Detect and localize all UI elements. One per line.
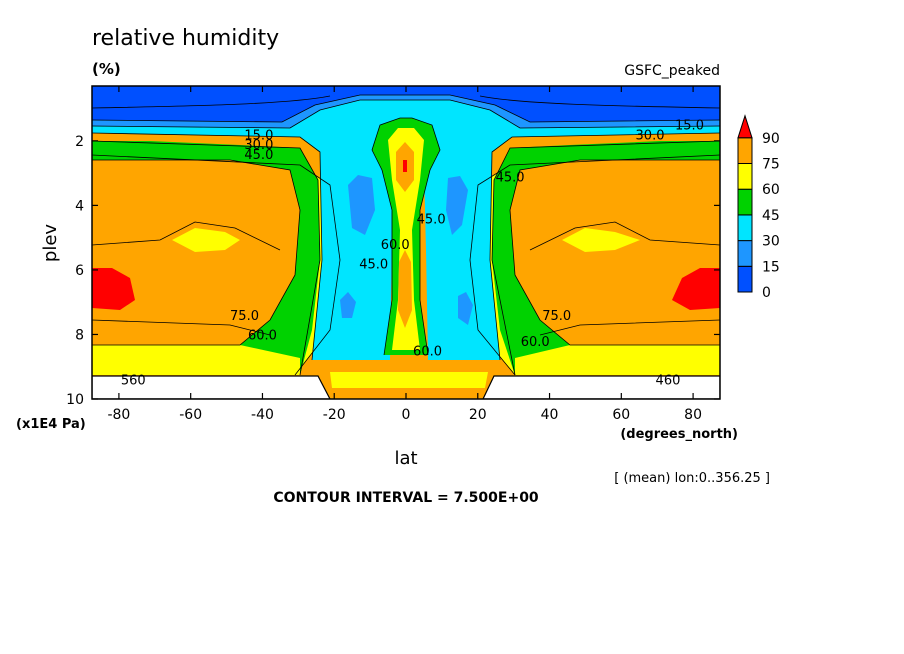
y-axis-units: (x1E4 Pa): [16, 417, 86, 432]
band-yellow-bottom-core: [330, 372, 488, 388]
contour-field: [92, 86, 720, 399]
colorbar-overflow-triangle: [737, 114, 753, 139]
x-tick-label: 0: [402, 407, 411, 423]
x-tick-label: 60: [612, 407, 630, 423]
colorbar-swatch: [737, 240, 753, 267]
colorbar-tick-label: 15: [762, 259, 780, 275]
band-red-center: [403, 160, 407, 172]
contour-label: 460: [656, 374, 681, 389]
y-tick-label: 2: [75, 134, 84, 150]
yellow-lobe-north: [562, 228, 640, 252]
colorbar-swatch: [737, 214, 753, 242]
colorbar-swatch: [737, 188, 753, 216]
band-yellow-bottom-north: [515, 345, 720, 375]
contour-label: 15.0: [244, 128, 273, 143]
y-tick-label: 4: [75, 198, 84, 214]
x-axis-label: lat: [394, 448, 417, 469]
colorbar-tick-label: 90: [762, 131, 780, 147]
band-yellow-center: [388, 128, 424, 350]
contour-label: 75.0: [542, 309, 571, 324]
contour-label: 30.0: [636, 128, 665, 143]
contour-label: 75.0: [230, 309, 259, 324]
band-orange-center-lower: [398, 250, 412, 328]
contour-label: 45.0: [359, 257, 388, 272]
colorbar-tick-label: 45: [762, 208, 780, 224]
red-blob-south: [92, 268, 135, 310]
x-tick-label: 20: [469, 407, 487, 423]
contour-label: 60.0: [521, 335, 550, 350]
x-tick-label: -80: [107, 407, 130, 423]
colorbar-tick-label: 30: [762, 234, 780, 250]
x-tick-label: -40: [251, 407, 274, 423]
lightblue-island-ne-lower: [458, 292, 473, 325]
contour-label: 560: [121, 374, 146, 389]
colorbar-tick-label: 0: [762, 285, 771, 301]
colorbar-swatch: [737, 137, 753, 165]
x-tick-label: -20: [323, 407, 346, 423]
terrain-mask: [92, 375, 720, 399]
x-axis-units: (degrees_north): [620, 427, 738, 442]
y-tick-label: 10: [66, 392, 84, 408]
contour-lines: [92, 94, 720, 376]
contour-interval-label: CONTOUR INTERVAL = 7.500E+00: [273, 490, 539, 506]
lightblue-island-sw-upper: [348, 175, 375, 235]
contour-label: 60.0: [413, 345, 442, 360]
chart-units: (%): [92, 60, 121, 78]
lightblue-island-ne-upper: [446, 176, 468, 235]
band-yellow-bottom: [92, 345, 300, 375]
band-orange-north: [510, 160, 720, 345]
lightblue-island-sw-lower: [340, 292, 356, 318]
colorbar-tick-label: 60: [762, 182, 780, 198]
contour-label: 15.0: [675, 119, 704, 134]
colorbar-tick-label: 75: [762, 157, 780, 173]
contour-label: 60.0: [381, 238, 410, 253]
x-tick-label: -60: [179, 407, 202, 423]
red-blob-north: [672, 268, 720, 310]
dataset-label: GSFC_peaked: [624, 63, 720, 79]
contour-label: 30.0: [244, 138, 273, 153]
x-axis-ticks: -80 -60 -40 -20 0 20 40 60 80: [107, 86, 702, 423]
colorbar-swatch: [737, 163, 753, 190]
contour-labels: 15.030.045.030.015.045.045.045.060.075.0…: [121, 119, 704, 389]
mean-longitude-note: [ (mean) lon:0..356.25 ]: [614, 471, 770, 486]
y-tick-label: 8: [75, 327, 84, 343]
chart-title: relative humidity: [92, 26, 279, 51]
contour-label: 45.0: [417, 212, 446, 227]
band-blue: [92, 86, 720, 122]
colorbar-swatch: [737, 265, 753, 293]
colorbar: 0 15 30 45 60 75 90: [737, 114, 780, 301]
band-orange-south: [92, 160, 300, 345]
contour-label: 45.0: [244, 148, 273, 163]
yellow-lobe-south: [172, 228, 240, 252]
x-tick-label: 40: [541, 407, 559, 423]
contour-label: 45.0: [496, 170, 525, 185]
x-tick-label: 80: [684, 407, 702, 423]
y-axis-ticks: 2 4 6 8 10: [66, 134, 720, 408]
y-axis-label: plev: [40, 224, 61, 263]
y-tick-label: 6: [75, 263, 84, 279]
contour-label: 60.0: [248, 328, 277, 343]
